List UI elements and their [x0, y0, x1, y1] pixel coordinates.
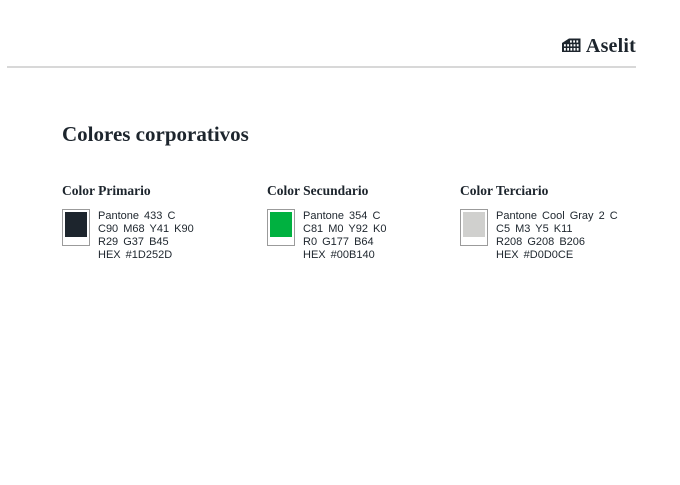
spec-hex: HEX #1D252D	[98, 249, 173, 261]
color-swatch	[270, 212, 292, 237]
spec-pantone: Pantone Cool Gray 2 C	[496, 210, 618, 222]
spec-pantone: Pantone 354 C	[303, 210, 381, 222]
spec-cmyk: C90 M68 Y41 K90	[98, 223, 194, 235]
brand-name: Aselit	[585, 35, 636, 57]
color-swatch	[65, 212, 87, 237]
color-column-title: Color Secundario	[267, 183, 369, 198]
pantone-chip-row: Pantone 354 C C81 M0 Y92 K0 R0 G177 B64 …	[267, 209, 386, 262]
pantone-chip	[267, 209, 295, 246]
spec-rgb: R0 G177 B64	[303, 236, 374, 248]
spec-hex: HEX #D0D0CE	[496, 249, 574, 261]
spec-rgb: R29 G37 B45	[98, 236, 169, 248]
pantone-chip	[62, 209, 90, 246]
header-divider	[7, 66, 636, 68]
color-column-title: Color Primario	[62, 183, 151, 198]
brand-logo: Aselit	[561, 35, 636, 57]
color-specs: Pantone 354 C C81 M0 Y92 K0 R0 G177 B64 …	[303, 209, 386, 262]
colosseum-icon	[561, 37, 581, 57]
color-column-primary: Color Primario Pantone 433 C C90 M68 Y41…	[62, 183, 194, 262]
spec-hex: HEX #00B140	[303, 249, 375, 261]
spec-rgb: R208 G208 B206	[496, 236, 586, 248]
spec-cmyk: C81 M0 Y92 K0	[303, 223, 387, 235]
color-column-title: Color Terciario	[460, 183, 549, 198]
spec-pantone: Pantone 433 C	[98, 210, 176, 222]
color-column-secondary: Color Secundario Pantone 354 C C81 M0 Y9…	[267, 183, 386, 262]
page-title: Colores corporativos	[62, 122, 249, 146]
spec-cmyk: C5 M3 Y5 K11	[496, 223, 573, 235]
color-column-tertiary: Color Terciario Pantone Cool Gray 2 C C5…	[460, 183, 618, 262]
pantone-chip-row: Pantone 433 C C90 M68 Y41 K90 R29 G37 B4…	[62, 209, 194, 262]
pantone-chip-row: Pantone Cool Gray 2 C C5 M3 Y5 K11 R208 …	[460, 209, 618, 262]
color-specs: Pantone Cool Gray 2 C C5 M3 Y5 K11 R208 …	[496, 209, 618, 262]
pantone-chip	[460, 209, 488, 246]
color-specs: Pantone 433 C C90 M68 Y41 K90 R29 G37 B4…	[98, 209, 194, 262]
color-swatch	[463, 212, 485, 237]
